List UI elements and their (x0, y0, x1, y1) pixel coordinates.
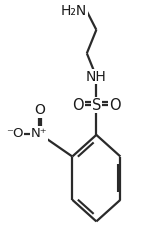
Text: H₂N: H₂N (61, 4, 87, 18)
Text: O: O (109, 98, 120, 113)
Text: N⁺: N⁺ (31, 127, 47, 140)
Text: ⁻O: ⁻O (6, 127, 23, 140)
Text: S: S (92, 98, 101, 113)
Text: NH: NH (86, 70, 107, 84)
Text: O: O (34, 103, 45, 117)
Text: O: O (72, 98, 84, 113)
